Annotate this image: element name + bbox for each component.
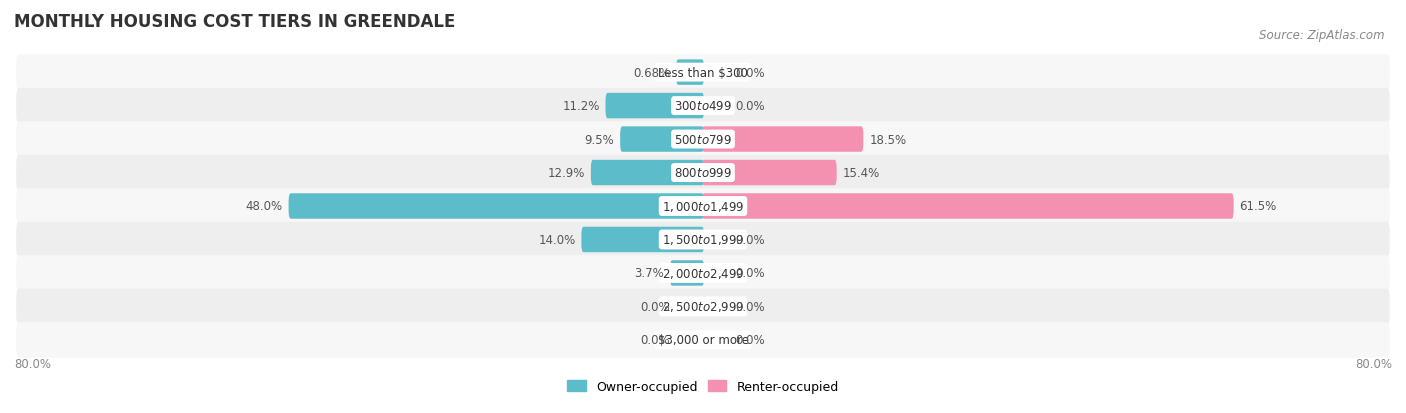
FancyBboxPatch shape (17, 122, 1389, 157)
Text: 48.0%: 48.0% (246, 200, 283, 213)
Text: $3,000 or more: $3,000 or more (658, 334, 748, 347)
FancyBboxPatch shape (582, 227, 704, 253)
Text: $2,000 to $2,499: $2,000 to $2,499 (662, 266, 744, 280)
Text: 61.5%: 61.5% (1240, 200, 1277, 213)
Text: $2,500 to $2,999: $2,500 to $2,999 (662, 300, 744, 313)
Text: $1,000 to $1,499: $1,000 to $1,499 (662, 199, 744, 214)
FancyBboxPatch shape (676, 60, 704, 85)
Text: Less than $300: Less than $300 (658, 66, 748, 79)
Text: $500 to $799: $500 to $799 (673, 133, 733, 146)
Text: 3.7%: 3.7% (634, 267, 664, 280)
Text: Source: ZipAtlas.com: Source: ZipAtlas.com (1260, 29, 1385, 42)
Text: $800 to $999: $800 to $999 (673, 166, 733, 180)
Text: 15.4%: 15.4% (842, 166, 880, 180)
Text: 12.9%: 12.9% (548, 166, 585, 180)
FancyBboxPatch shape (17, 189, 1389, 224)
Text: 0.68%: 0.68% (633, 66, 671, 79)
FancyBboxPatch shape (702, 194, 1233, 219)
Legend: Owner-occupied, Renter-occupied: Owner-occupied, Renter-occupied (562, 375, 844, 398)
Text: MONTHLY HOUSING COST TIERS IN GREENDALE: MONTHLY HOUSING COST TIERS IN GREENDALE (14, 13, 456, 31)
Text: 0.0%: 0.0% (641, 334, 671, 347)
Text: 0.0%: 0.0% (735, 233, 765, 247)
Text: 14.0%: 14.0% (538, 233, 575, 247)
FancyBboxPatch shape (17, 155, 1389, 191)
FancyBboxPatch shape (702, 160, 837, 186)
Text: 0.0%: 0.0% (641, 300, 671, 313)
FancyBboxPatch shape (17, 289, 1389, 324)
FancyBboxPatch shape (17, 323, 1389, 358)
FancyBboxPatch shape (702, 127, 863, 152)
FancyBboxPatch shape (671, 261, 704, 286)
Text: 0.0%: 0.0% (735, 100, 765, 113)
Text: $300 to $499: $300 to $499 (673, 100, 733, 113)
Text: 0.0%: 0.0% (735, 267, 765, 280)
FancyBboxPatch shape (620, 127, 704, 152)
FancyBboxPatch shape (288, 194, 704, 219)
Text: 80.0%: 80.0% (14, 357, 51, 370)
FancyBboxPatch shape (606, 94, 704, 119)
FancyBboxPatch shape (591, 160, 704, 186)
FancyBboxPatch shape (17, 222, 1389, 258)
FancyBboxPatch shape (17, 55, 1389, 90)
Text: 0.0%: 0.0% (735, 300, 765, 313)
FancyBboxPatch shape (17, 89, 1389, 124)
Text: 9.5%: 9.5% (585, 133, 614, 146)
Text: 0.0%: 0.0% (735, 66, 765, 79)
Text: 18.5%: 18.5% (869, 133, 907, 146)
FancyBboxPatch shape (17, 256, 1389, 291)
Text: $1,500 to $1,999: $1,500 to $1,999 (662, 233, 744, 247)
Text: 11.2%: 11.2% (562, 100, 599, 113)
Text: 80.0%: 80.0% (1355, 357, 1392, 370)
Text: 0.0%: 0.0% (735, 334, 765, 347)
